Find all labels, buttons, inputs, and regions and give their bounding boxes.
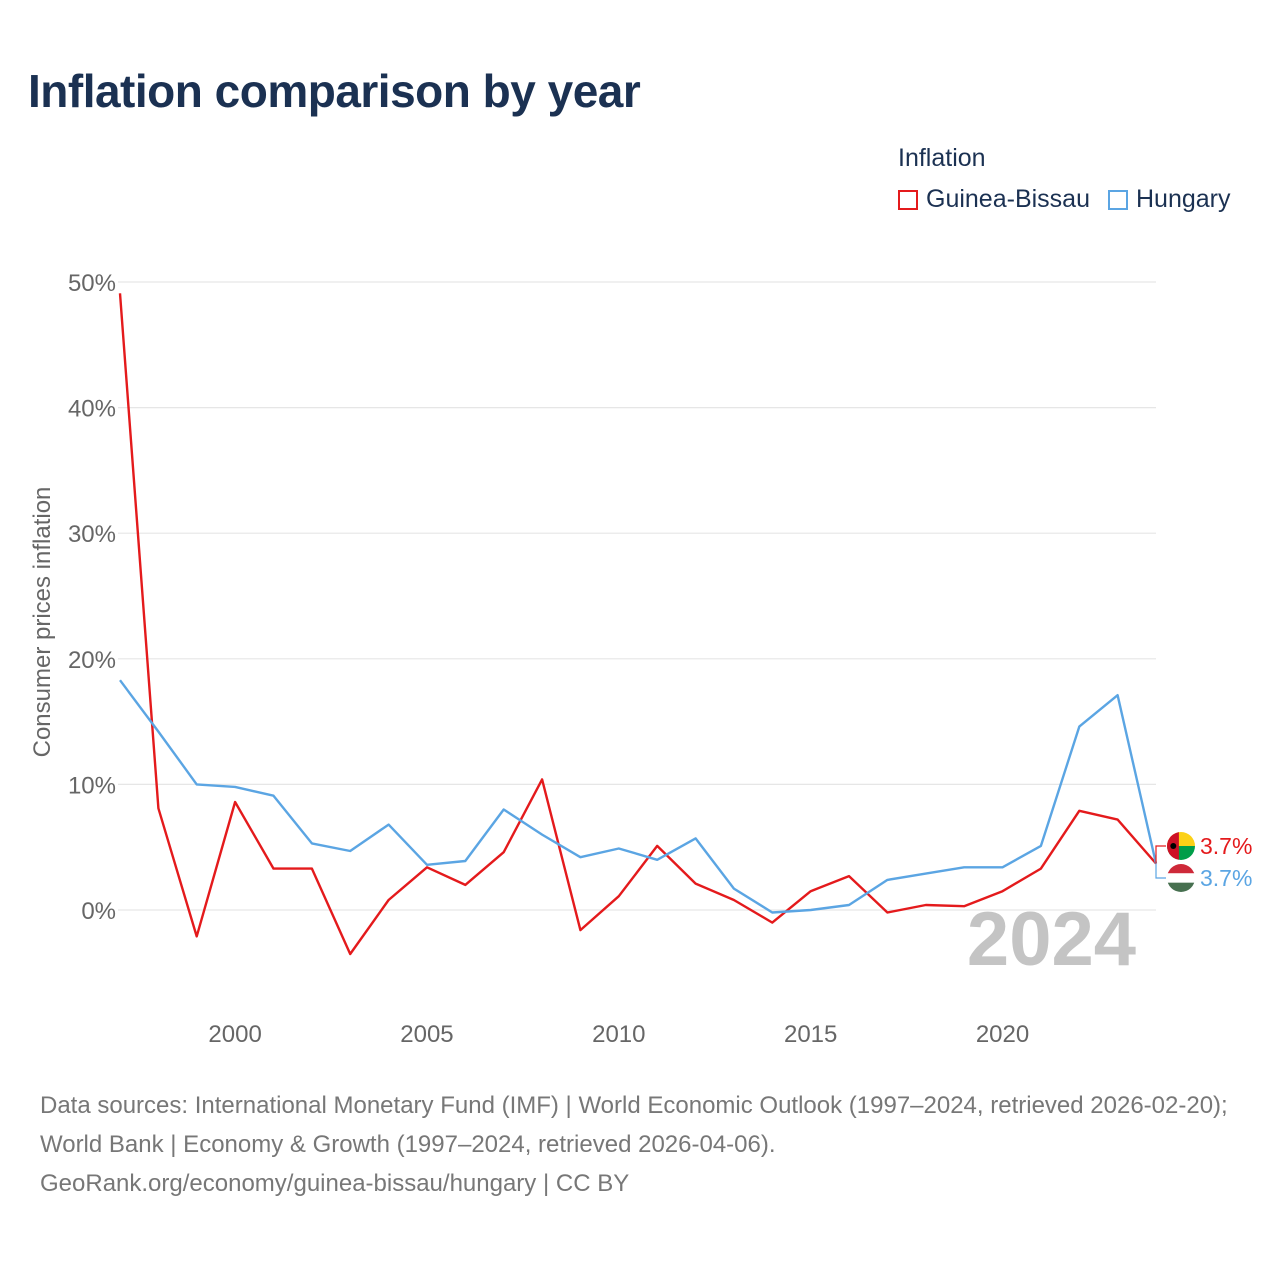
x-tick-label: 2005 xyxy=(400,1021,453,1048)
legend-item-guinea-bissau[interactable]: Guinea-Bissau xyxy=(898,185,1090,214)
y-tick-label: 50% xyxy=(68,270,116,297)
source-text: Data sources: International Monetary Fun… xyxy=(40,1092,1228,1158)
legend-label-hungary: Hungary xyxy=(1135,185,1231,213)
attribution-text[interactable]: GeoRank.org/economy/guinea-bissau/hungar… xyxy=(40,1170,630,1197)
end-value-label: 3.7% xyxy=(1200,865,1252,891)
y-axis: 0% 10% 20% 30% 40% 50% xyxy=(68,270,116,925)
series-line-hungary[interactable] xyxy=(119,679,1158,914)
legend-swatch-hungary xyxy=(1107,189,1128,210)
series-line-guinea-bissau[interactable] xyxy=(118,293,1157,956)
y-tick-label: 20% xyxy=(68,647,116,674)
y-tick-label: 40% xyxy=(68,396,116,423)
y-axis-label: Consumer prices inflation xyxy=(29,487,56,758)
legend: Guinea-Bissau Hungary xyxy=(898,185,1248,214)
x-tick-label: 2015 xyxy=(784,1021,837,1048)
x-tick-label: 2010 xyxy=(592,1021,645,1048)
legend-title: Inflation xyxy=(898,144,986,172)
legend-swatch-guinea-bissau xyxy=(898,189,918,210)
end-value-label: 3.7% xyxy=(1200,833,1252,859)
line-chart: 0% 10% 20% 30% 40% 50% 2000 2005 2010 2015 2020 C… xyxy=(29,270,1252,1048)
series-lines xyxy=(118,293,1158,956)
source-note: Data sources: International Monetary Fun… xyxy=(40,1086,1250,1203)
x-tick-label: 2000 xyxy=(208,1021,261,1048)
y-tick-label: 0% xyxy=(81,898,116,925)
y-tick-label: 30% xyxy=(68,521,116,548)
end-connector xyxy=(1155,845,1166,864)
year-watermark: 2024 xyxy=(967,897,1136,982)
legend-item-hungary[interactable]: Hungary xyxy=(1107,185,1231,214)
x-axis: 2000 2005 2010 2015 2020 xyxy=(208,1021,1029,1048)
flag-guinea-bissau-icon xyxy=(1167,832,1195,860)
end-labels: 3.7% 3.7% xyxy=(1155,832,1252,892)
y-tick-label: 10% xyxy=(68,772,116,799)
x-tick-label: 2020 xyxy=(976,1021,1029,1048)
legend-label-guinea-bissau: Guinea-Bissau xyxy=(926,185,1090,213)
flag-hungary-icon xyxy=(1167,864,1195,892)
end-connector xyxy=(1155,863,1166,879)
chart-title: Inflation comparison by year xyxy=(28,65,641,117)
grid xyxy=(118,281,1156,911)
